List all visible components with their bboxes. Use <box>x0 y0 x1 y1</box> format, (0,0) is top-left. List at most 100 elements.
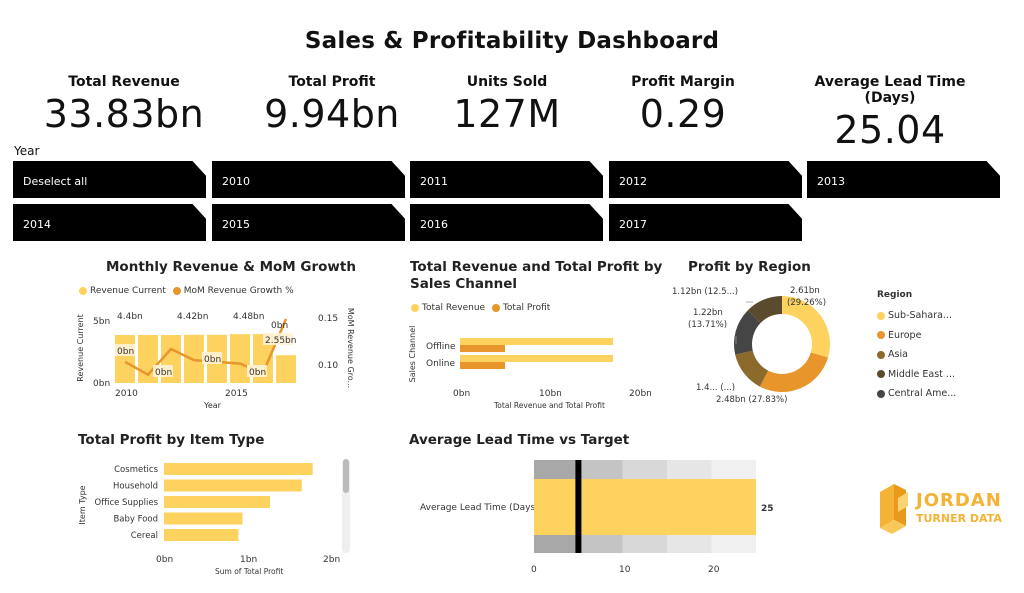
lead-time-xtick: 20 <box>708 565 720 575</box>
region-legend-item: Central Ame... <box>877 384 956 404</box>
item-type-category-label: Baby Food <box>113 515 158 525</box>
region-donut-chart: 2.61bn (29.26%) 2.48bn (27.83%) 1.22bn (… <box>672 286 830 405</box>
slicer-year-2011-button[interactable]: 2011 <box>410 161 603 198</box>
legend-revenue-current: Revenue Current <box>90 286 166 296</box>
region-legend-item: Asia <box>877 345 956 365</box>
kpi-profit-margin: Profit Margin 0.29 <box>583 74 783 136</box>
monthly-data-label: 0bn <box>155 368 172 378</box>
monthly-label-bg <box>263 333 293 345</box>
channel-xlabel: Total Revenue and Total Profit <box>493 401 605 410</box>
kpi-label: Total Profit <box>288 74 376 90</box>
channel-legend: Total Revenue Total Profit <box>411 303 550 313</box>
channel-xtick: 0bn <box>453 389 470 399</box>
item-type-bar <box>164 529 239 541</box>
monthly-data-label: 2.55bn <box>265 336 296 346</box>
monthly-ytick-right-010: 0.10 <box>318 361 338 371</box>
region-slice <box>735 350 769 387</box>
slicer-year-2017-button[interactable]: 2017 <box>609 204 802 241</box>
channel-category: Offline <box>426 342 456 352</box>
region-leader-line <box>789 299 794 303</box>
kpi-value: 25.04 <box>834 108 946 152</box>
monthly-xlabel: Year <box>203 401 222 410</box>
slicer-deselect-all-button[interactable]: Deselect all <box>13 161 206 198</box>
legend-dot <box>877 350 885 359</box>
dashboard-title: Sales & Profitability Dashboard <box>304 28 720 54</box>
lead-time-row-label: Average Lead Time (Days) <box>420 503 539 513</box>
monthly-data-label: 4.4bn <box>117 312 143 322</box>
region-legend-label: Europe <box>888 329 922 341</box>
region-label: 1.22bn <box>693 308 723 318</box>
kpi-label: Units Sold <box>466 74 548 90</box>
lead-time-xtick: 10 <box>619 565 631 575</box>
channel-xtick: 20bn <box>629 389 652 399</box>
region-slice <box>747 296 782 324</box>
region-legend-label: Central Ame... <box>888 388 957 399</box>
slicer-year-2014-button[interactable]: 2014 <box>13 204 206 241</box>
slicer-year-2013-button[interactable]: 2013 <box>807 161 1000 198</box>
region-legend-item: Sub-Sahara... <box>877 306 956 326</box>
kpi-label: Profit Margin <box>631 74 735 90</box>
slicer-year-2010-button[interactable]: 2010 <box>212 161 405 198</box>
slicer-year-2015-button[interactable]: 2015 <box>212 204 405 241</box>
kpi-units-sold: Units Sold 127M <box>407 74 607 136</box>
region-chart-title: Profit by Region <box>688 259 811 275</box>
monthly-data-label: 4.48bn <box>233 312 264 322</box>
logo-line2: TURNER DATA <box>916 512 1002 525</box>
item-type-xlabel: Sum of Total Profit <box>215 567 283 576</box>
monthly-ylabel-left: Revenue Current <box>76 314 85 381</box>
region-slice <box>782 296 830 358</box>
monthly-label-bg <box>115 344 135 356</box>
region-legend-title: Region <box>877 290 913 300</box>
slicer-year-2012-button[interactable]: 2012 <box>609 161 802 198</box>
kpi-average-lead-time: Average Lead Time (Days) 25.04 <box>790 74 990 152</box>
logo-line1: JORDAN <box>916 490 1002 511</box>
slicer-year-2016-button[interactable]: 2016 <box>410 204 603 241</box>
lead-time-value-label: 25 <box>761 504 774 514</box>
monthly-xtick-2010: 2010 <box>115 389 138 399</box>
region-legend-label: Asia <box>888 349 908 360</box>
legend-dot-total-revenue <box>411 303 419 312</box>
monthly-data-label: 0bn <box>249 368 266 378</box>
channel-revenue-bar <box>460 338 613 345</box>
monthly-revenue-bar <box>276 355 296 383</box>
monthly-ytick-right-015: 0.15 <box>318 314 338 324</box>
channel-profit-bar <box>460 345 505 352</box>
monthly-xtick-2015: 2015 <box>225 389 248 399</box>
kpi-value: 0.29 <box>639 92 727 136</box>
item-type-bar <box>164 512 243 525</box>
region-legend-item: Europe <box>877 326 956 346</box>
item-type-category-label: Cosmetics <box>114 465 158 475</box>
kpi-total-profit: Total Profit 9.94bn <box>232 74 432 136</box>
legend-dot <box>877 389 885 398</box>
logo-icon <box>880 484 908 534</box>
legend-dot <box>877 370 885 378</box>
item-type-category-label: Office Supplies <box>95 498 159 508</box>
region-label: 2.61bn <box>790 286 820 296</box>
lead-time-target-marker <box>575 460 582 553</box>
monthly-data-label: 0bn <box>117 347 134 357</box>
item-type-scrollbar-thumb[interactable] <box>343 459 349 493</box>
legend-dot-total-profit <box>491 303 500 312</box>
item-type-xtick: 0bn <box>156 555 173 565</box>
legend-total-profit: Total Profit <box>502 303 551 313</box>
monthly-ylabel-right: MoM Revenue Gro... <box>346 308 355 388</box>
lead-time-chart-title: Average Lead Time vs Target <box>409 432 630 448</box>
legend-total-revenue: Total Revenue <box>422 303 486 313</box>
monthly-data-label: 4.42bn <box>177 312 208 322</box>
item-type-xtick: 1bn <box>240 555 257 565</box>
region-label: 1.12bn (12.5...) <box>672 287 738 297</box>
kpi-label: Total Revenue <box>68 74 180 90</box>
channel-profit-bar <box>460 362 505 369</box>
item-type-category-label: Cereal <box>131 531 158 541</box>
item-type-bar <box>164 496 271 508</box>
item-type-chart: Cosmetics Household Office Supplies Baby Fo… <box>78 459 350 576</box>
channel-chart-title: Total Revenue and Total Profit by Sales … <box>410 259 662 293</box>
region-legend-item: Middle East ... <box>877 365 956 385</box>
monthly-revenue-bar <box>115 335 135 383</box>
channel-title-line2: Sales Channel <box>410 276 517 292</box>
item-type-category-label: Household <box>113 482 158 492</box>
monthly-label-bg <box>247 365 267 377</box>
monthly-data-label: 0bn <box>204 355 221 365</box>
region-slice <box>734 310 761 355</box>
legend-dot-mom <box>172 286 181 295</box>
